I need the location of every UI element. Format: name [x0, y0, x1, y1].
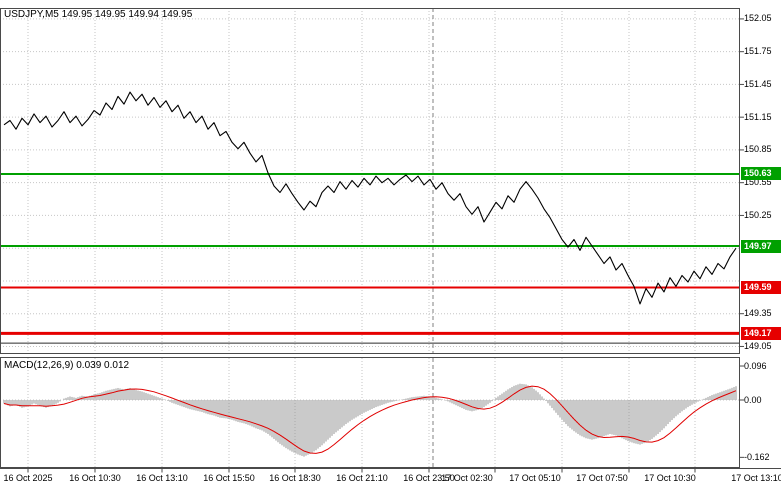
- price-axis-label: 151.15: [744, 111, 772, 122]
- price-axis-label: 152.05: [744, 13, 772, 24]
- time-axis-label: 17 Oct 07:50: [576, 473, 628, 483]
- macd-axis-label: 0.096: [744, 360, 767, 371]
- level-badge: 149.59: [741, 280, 781, 294]
- price-axis-label: 151.45: [744, 78, 772, 89]
- time-axis-label: 17 Oct 13:10: [731, 473, 781, 483]
- macd-indicator-label: MACD(12,26,9) 0.039 0.012: [4, 360, 130, 371]
- price-axis-label: 149.05: [744, 340, 772, 351]
- price-axis-label: 150.85: [744, 144, 772, 155]
- time-axis-label: 16 Oct 10:30: [69, 473, 121, 483]
- price-axis-label: 149.35: [744, 308, 772, 319]
- time-axis-label: 16 Oct 15:50: [203, 473, 255, 483]
- time-axis-label: 16 Oct 21:10: [336, 473, 388, 483]
- time-axis-label: 16 Oct 2025: [3, 473, 53, 483]
- macd-signal-line: [3, 385, 737, 454]
- time-axis-label: 16 Oct 18:30: [269, 473, 321, 483]
- level-badge: 149.17: [741, 326, 781, 340]
- price-axis-label: 151.75: [744, 46, 772, 57]
- macd-axis-label: -0.162: [744, 451, 770, 462]
- level-badge: 150.63: [741, 167, 781, 181]
- price-axis-label: 150.55: [744, 177, 772, 188]
- macd-panel-frame: [0, 357, 740, 468]
- time-axis-label: 17 Oct 05:10: [509, 473, 561, 483]
- time-axis-label: 17 Oct 02:30: [441, 473, 493, 483]
- time-axis[interactable]: 16 Oct 2025 16 Oct 10:30 16 Oct 13:10 16 Oc…: [0, 469, 781, 489]
- price-axis[interactable]: 152.05 151.75 151.45 151.15 150.85 150.55 150.…: [741, 0, 781, 489]
- price-line: [3, 91, 737, 305]
- level-badge: 149.97: [741, 239, 781, 253]
- time-axis-label: 16 Oct 13:10: [136, 473, 188, 483]
- price-axis-label: 150.25: [744, 209, 772, 220]
- main-panel-frame: [0, 8, 740, 354]
- time-axis-label: 16 Oct 23:50: [403, 473, 455, 483]
- macd-axis-label: 0.00: [744, 394, 762, 405]
- time-axis-label: 17 Oct 10:30: [644, 473, 696, 483]
- symbol-ohlc-label: USDJPY,M5 149.95 149.95 149.94 149.95: [4, 9, 193, 20]
